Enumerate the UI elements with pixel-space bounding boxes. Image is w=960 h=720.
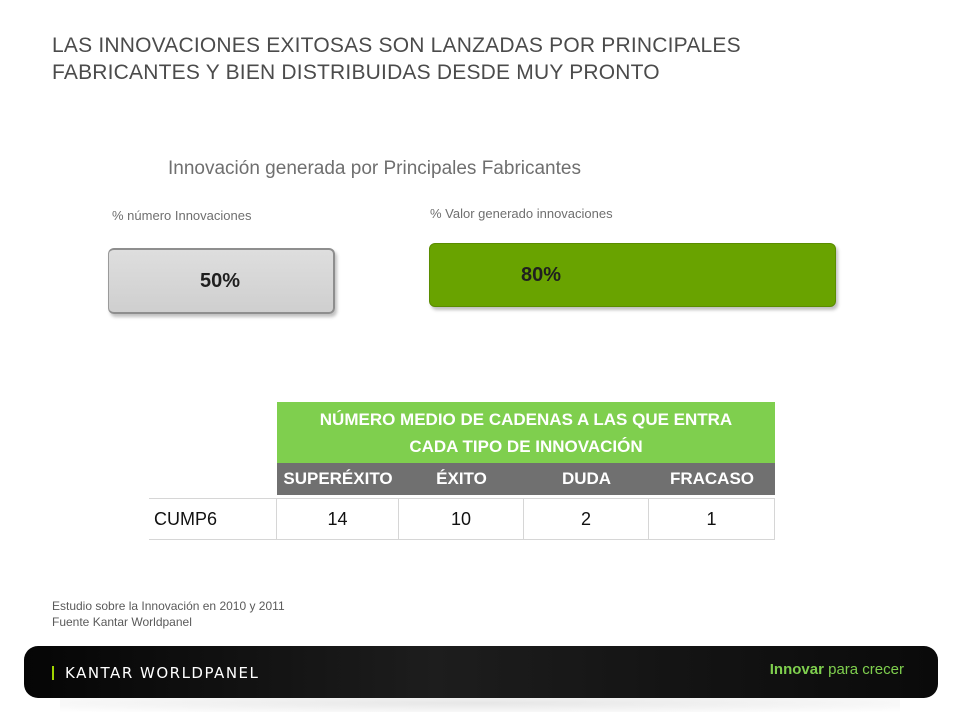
table-header-line-2: CADA TIPO DE INNOVACIÓN [409,436,643,456]
slide-title-line-1: LAS INNOVACIONES EXITOSAS SON LANZADAS P… [52,34,741,57]
count-metric-value: 50% [200,269,241,292]
tagline-bold: Innovar [769,661,824,678]
footer-bar [24,646,938,698]
table-header-line-1: NÚMERO MEDIO DE CADENAS A LAS QUE ENTRA [319,409,733,429]
tagline: Innovar para crecer [770,661,904,678]
footer-reflection [60,694,900,712]
tagline-rest: para crecer [823,661,904,678]
row-label: CUMP6 [149,499,277,539]
count-metric-label: % número Innovaciones [112,208,252,223]
value-metric-box: 80% [429,243,836,307]
column-header-duda: DUDA [561,469,612,488]
slide-title-line-2: FABRICANTES Y BIEN DISTRIBUIDAS DESDE MU… [52,61,660,84]
brand-mark-icon [52,666,61,680]
brand-name: KANTAR WORLDPANEL [65,664,260,682]
footnote-source: Fuente Kantar Worldpanel [52,615,192,629]
table-row: CUMP6 14 10 2 1 [149,498,775,540]
table-header: NÚMERO MEDIO DE CADENAS A LAS QUE ENTRA … [277,402,775,463]
cell-fracaso: 1 [649,499,775,539]
count-metric-box: 50% [108,248,335,314]
table-column-headers: SUPERÉXITO ÉXITO DUDA FRACASO [277,463,775,495]
value-metric-value: 80% [521,263,562,286]
brand-logo: KANTAR WORLDPANEL [52,664,259,682]
cell-superexito: 14 [277,499,399,539]
column-header-superexito: SUPERÉXITO [283,469,393,488]
footnote: Estudio sobre la Innovación en 2010 y 20… [52,598,285,630]
column-header-fracaso: FRACASO [669,469,755,488]
column-header-exito: ÉXITO [436,469,487,488]
cell-exito: 10 [399,499,524,539]
slide-title: LAS INNOVACIONES EXITOSAS SON LANZADAS P… [52,32,912,86]
section-subtitle: Innovación generada por Principales Fabr… [168,158,581,179]
value-metric-label: % Valor generado innovaciones [430,206,613,221]
footnote-study: Estudio sobre la Innovación en 2010 y 20… [52,599,285,613]
cell-duda: 2 [524,499,649,539]
